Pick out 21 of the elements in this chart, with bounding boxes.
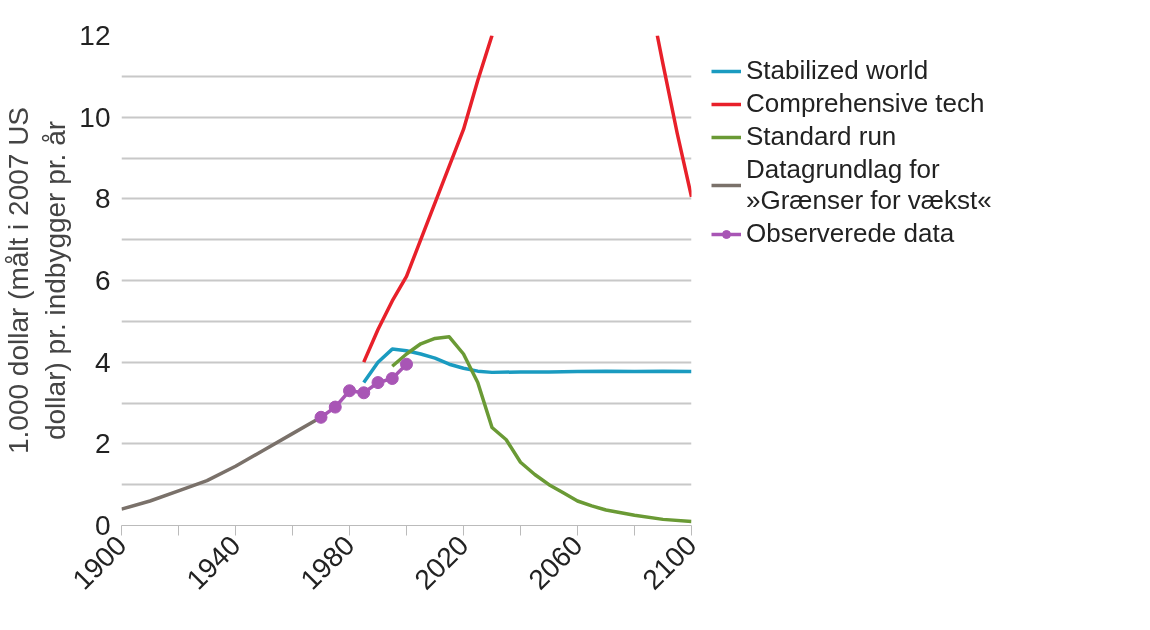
line-series [390, 335, 692, 524]
y-tick-label: 10 [79, 101, 111, 133]
legend-label: Stabilized world [746, 55, 929, 86]
point [357, 386, 371, 400]
y-axis-title: 1.000 dollar (målt i 2007 US dollar) pr. indbygger pr. år [3, 106, 72, 455]
point [328, 400, 342, 414]
y-tick-label: 6 [94, 265, 111, 296]
legend-label: Datagrundlag for »Grænser for vækst« [746, 154, 992, 216]
legend-label: Standard run [746, 121, 897, 152]
legend-label: Observerede data [746, 218, 955, 249]
y-tick-label: 2 [94, 428, 111, 460]
legend-label: Comprehensive tech [746, 88, 985, 119]
line-series [362, 347, 692, 385]
point [400, 357, 413, 371]
point [314, 410, 328, 424]
y-tick-label: 12 [79, 20, 111, 51]
point [343, 384, 356, 398]
point [385, 372, 399, 385]
y-tick-label: 4 [94, 346, 111, 378]
y-tick-label: 8 [94, 183, 111, 215]
point [371, 376, 385, 390]
